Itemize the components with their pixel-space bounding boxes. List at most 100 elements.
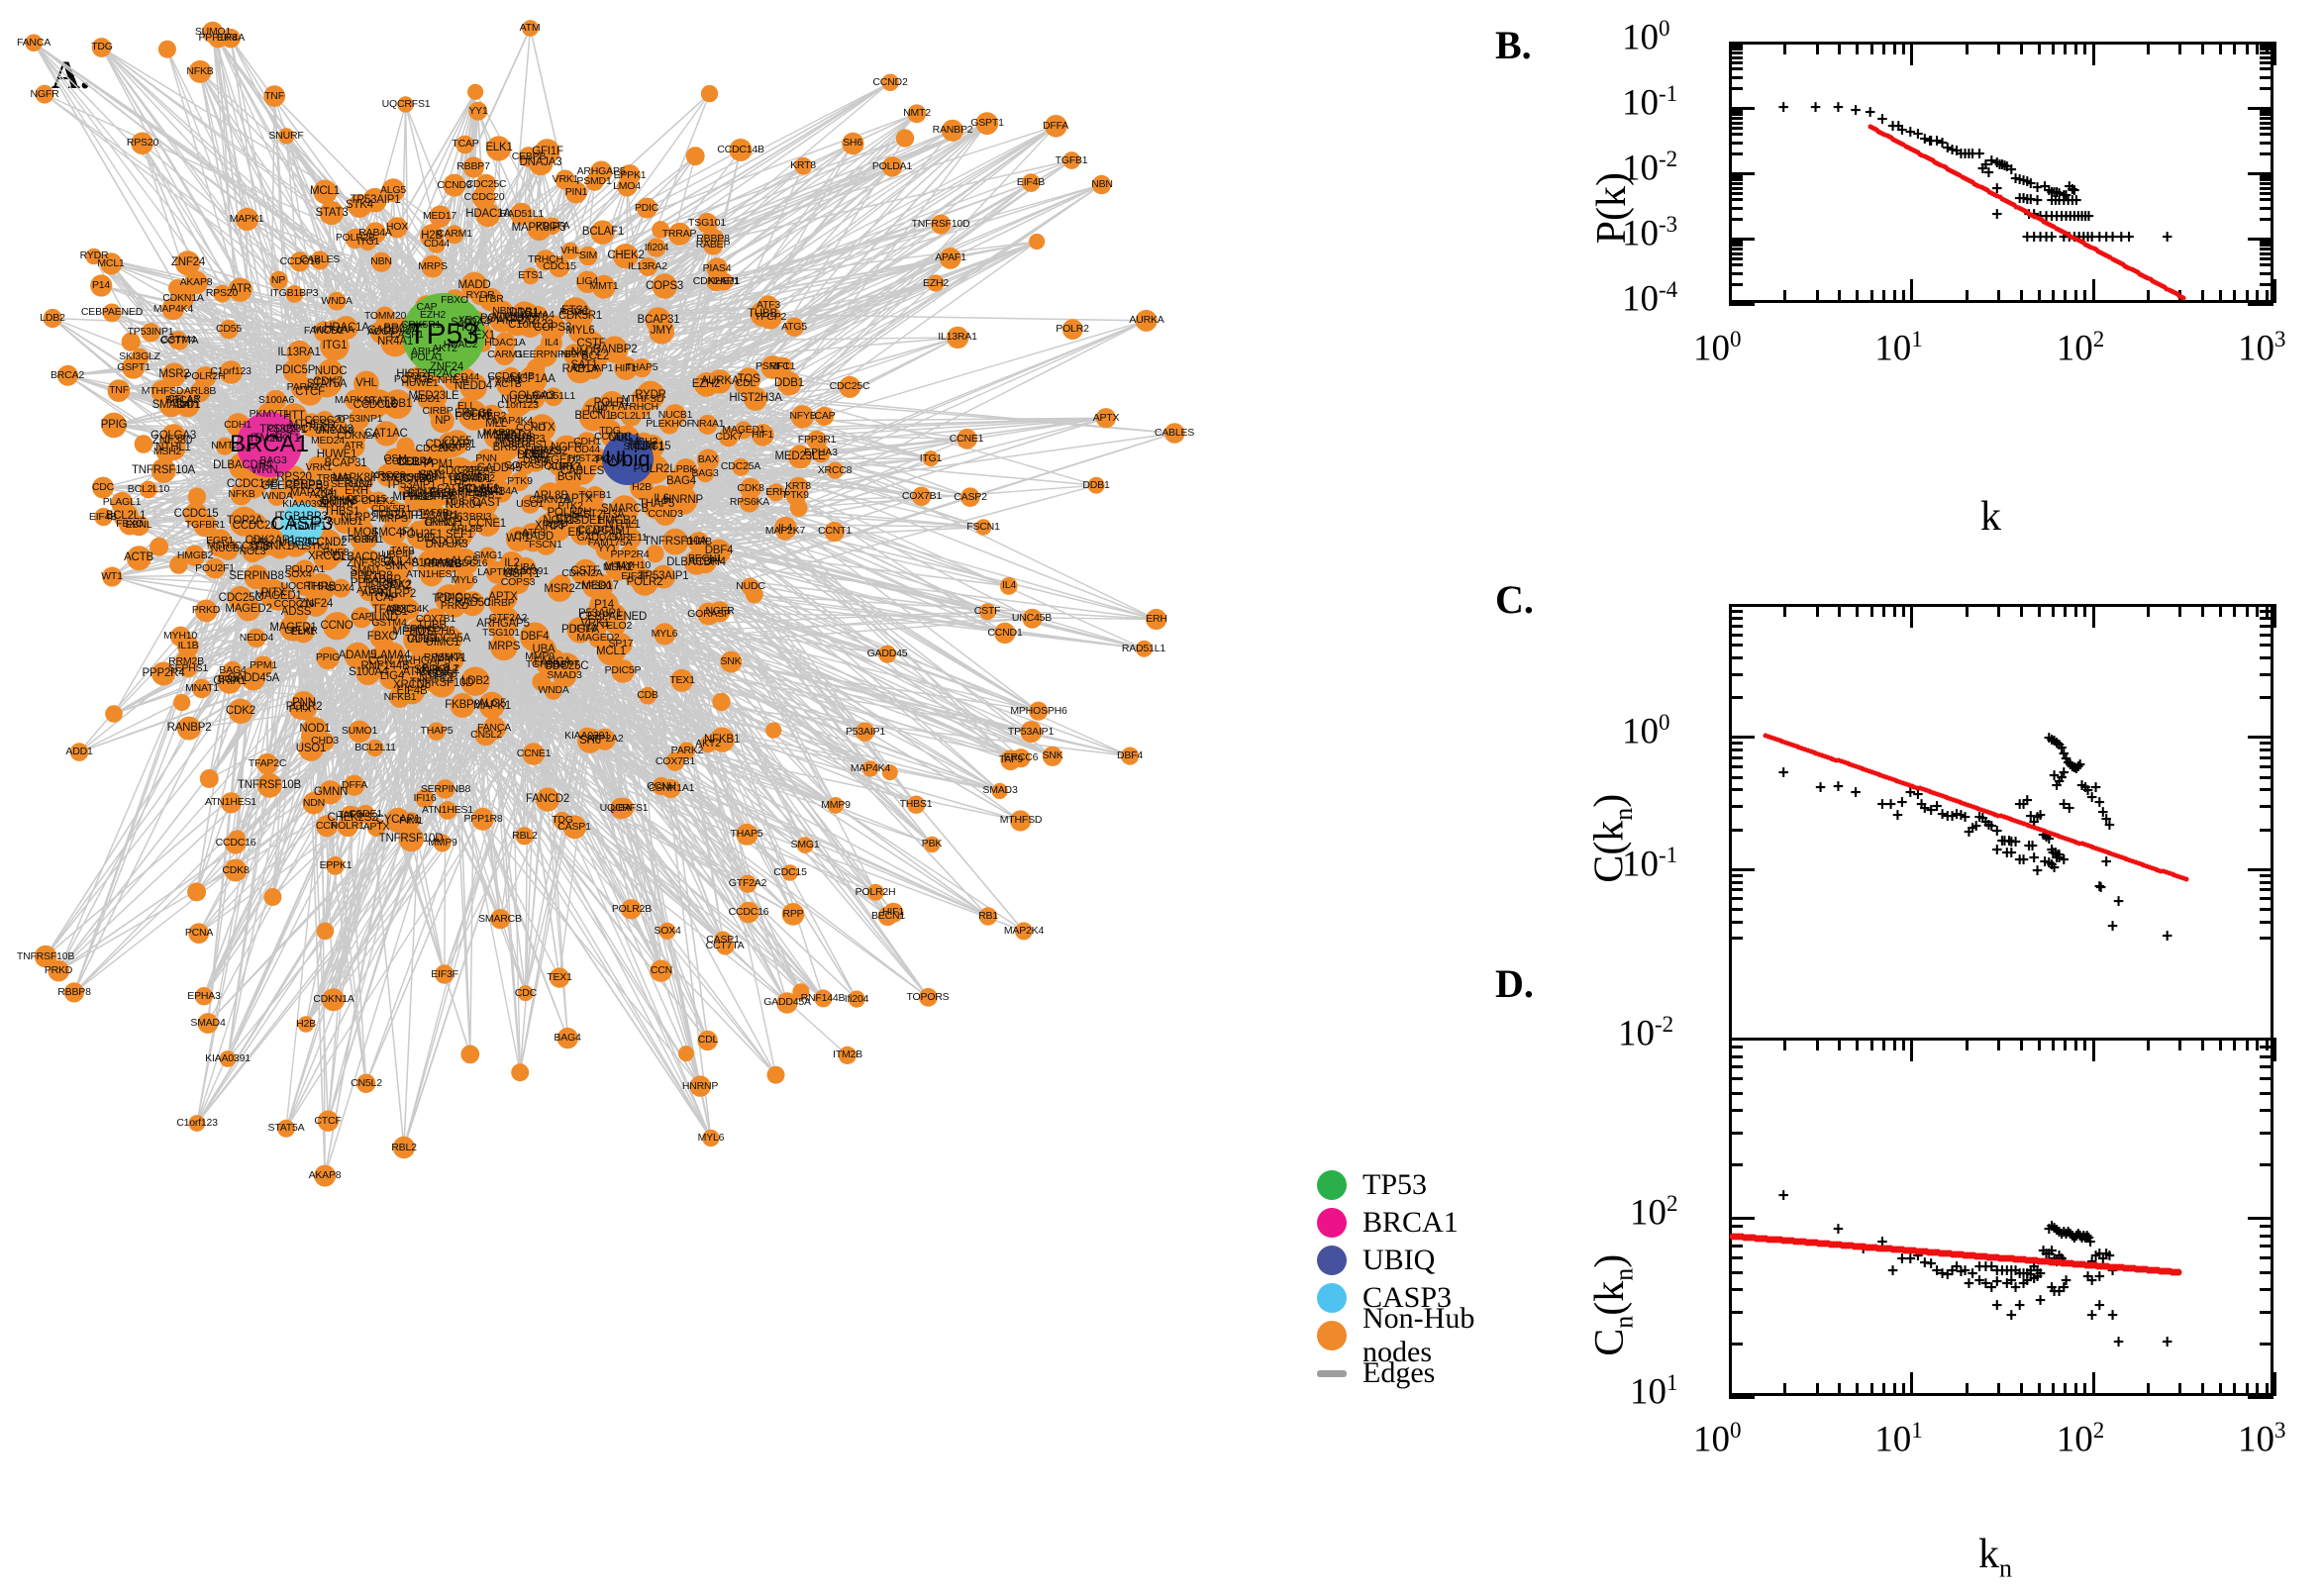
tick-y-major (1729, 303, 1755, 306)
network-node-label: LMO4 (613, 180, 641, 192)
network-node-label: GTF2A2 (456, 464, 496, 476)
network-node-label: CCDC20 (232, 520, 277, 532)
network-node-label: NBN (492, 305, 514, 317)
network-node-label: SNURF (268, 130, 304, 142)
network-node-label: CSTF (576, 338, 606, 349)
tick-x-minor (2064, 1383, 2068, 1396)
tick-x-minor (2064, 604, 2068, 617)
network-node-label: TNFRSF10B (379, 471, 439, 483)
tick-x-minor (2178, 1383, 2182, 1396)
network-node-label: CHEK2 (360, 495, 396, 507)
network-node-label: PSMC (559, 306, 589, 318)
network-node-label: MAPK1 (229, 213, 264, 225)
network-node-label: MTHFSD (999, 814, 1043, 826)
network-node-label: MED17 (422, 210, 457, 222)
legend-item-label: TP53 (1363, 1168, 1428, 1201)
network-node-label: MMP9 (821, 799, 851, 811)
network-node-label: RYDR (635, 389, 666, 401)
network-node-label: CCDC20 (463, 191, 505, 203)
tick-y-minor (1729, 644, 1743, 648)
network-node-label: APAF1 (361, 587, 393, 599)
network-node-label: CN5L2 (470, 729, 502, 741)
network-node-label: GSTM4 (160, 334, 196, 346)
network-node-label: XRCC1 (308, 550, 346, 562)
network-node-label: BCL2L11 (354, 742, 396, 753)
tick-y-minor (1729, 152, 1743, 156)
network-node-label: MYL6 (565, 325, 595, 337)
tick-y-minor (1729, 624, 1743, 628)
network-node-label: ETS1 (561, 305, 589, 317)
network-node-label: ERCC6 (1003, 751, 1039, 763)
tick-x-minor (1881, 1038, 1885, 1050)
tick-x-minor (2064, 1038, 2068, 1050)
network-node-label: HOX (385, 221, 409, 233)
network-node-label: CAP (416, 301, 438, 313)
network-node-label: ATN1HES1 (406, 568, 457, 580)
network-node-label: HIST2H2AC (396, 368, 457, 380)
network-node-label: CCNT1 (817, 525, 853, 537)
network-node-label: SMAD3 (547, 669, 582, 681)
data-point: + (1865, 102, 1876, 124)
network-node-label: H2B (421, 230, 443, 242)
network-node-label: TFCP2 (754, 311, 787, 323)
network-node-label: CCNO (320, 620, 354, 632)
network-node-label: MMT1 (589, 280, 619, 292)
panel-d-xlabel: kn (1978, 1532, 2012, 1583)
network-node-label: PCNA (184, 927, 214, 939)
network-node-label: CCDC16 (215, 837, 256, 848)
tick-y-minor (2260, 897, 2273, 901)
network-node-label: TP63 (442, 512, 469, 524)
tick-y-minor (2260, 756, 2273, 759)
network-node-label: ERH (1146, 613, 1167, 625)
network-node-label: BAG4 (666, 475, 696, 487)
network-node-label: BCL2L1 (422, 662, 459, 674)
network-node-label: PPIG (315, 651, 341, 663)
network-node-label: GEERPNPB9 (260, 480, 330, 492)
tick-y-minor (2260, 67, 2273, 71)
x-tick-label: 100 (1693, 327, 1742, 369)
legend-item-label: UBIQ (1363, 1244, 1436, 1276)
network-node-label: ADD1 (172, 399, 200, 411)
tick-y-minor (2260, 175, 2273, 178)
tick-y-minor (2260, 1109, 2273, 1112)
network-node-label: PSMF1 (487, 374, 523, 386)
x-tick-label: 100 (1693, 1418, 1742, 1460)
network-node-label: TNF (109, 384, 129, 396)
network-node-label: TRHCH (623, 401, 658, 413)
tick-x-minor (1996, 604, 2000, 617)
network-node-label: P14 (594, 599, 614, 611)
network-node-label: RPP (545, 521, 568, 533)
tick-x-minor (2218, 1383, 2222, 1396)
network-node-label: NGFR (30, 88, 59, 100)
network-node-label: RAD51L1 (531, 390, 576, 402)
network-node-label: MRPS (418, 260, 448, 272)
network-node-label: S100A4 (349, 666, 388, 678)
network-node-label: NTHL1 (419, 672, 454, 684)
tick-x-minor (1881, 604, 1885, 617)
network-node-label: CHEK2S2 (517, 446, 568, 457)
network-node-label: PIAS4 (702, 262, 732, 274)
network-node-label: CDK8 (428, 668, 457, 680)
network-node-label: GSPT1 (117, 361, 151, 373)
tick-x-minor (1892, 42, 1896, 54)
network-node-label: CDK2 (226, 705, 255, 717)
network-node-label: CCND3 (437, 179, 472, 191)
network-node-label: KRT8 (790, 159, 816, 171)
tick-x-minor (2256, 290, 2260, 303)
network-node-label: APTX (1092, 412, 1120, 424)
network-node-label: NBN (1091, 178, 1113, 190)
data-point: + (1777, 97, 1789, 119)
tick-y-minor (1729, 206, 1743, 210)
tick-y-minor (2260, 251, 2273, 255)
network-node-label: UQCRFS1 (381, 98, 431, 110)
tick-y-minor (1729, 1077, 1743, 1081)
y-tick-label: 102 (1630, 1191, 1678, 1234)
tick-y-minor (2260, 1256, 2273, 1260)
network-node-label: DBF4 (522, 454, 550, 466)
tick-x-major (2091, 42, 2095, 65)
tick-y-major (2248, 736, 2273, 740)
tick-y-minor (2260, 1270, 2273, 1274)
network-node-label: PLAGL1 (386, 471, 426, 483)
network-node-label: GADD45A (227, 672, 280, 684)
network-node-label: PPM1 (250, 659, 277, 671)
